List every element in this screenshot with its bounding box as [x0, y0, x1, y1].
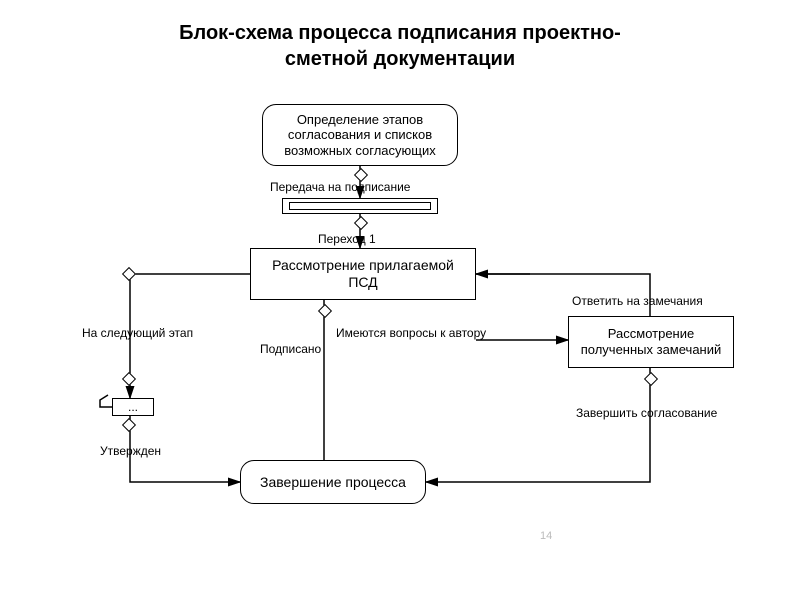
label-signed: Подписано: [260, 342, 321, 356]
node-text: Рассмотрение полученных замечаний: [577, 326, 725, 357]
label-reply-remarks: Ответить на замечания: [572, 294, 703, 308]
node-text: Завершение процесса: [260, 474, 406, 491]
node-transfer-bar: [282, 198, 438, 214]
label-questions: Имеются вопросы к автору: [336, 326, 486, 340]
node-review-psd: Рассмотрение прилагаемой ПСД: [250, 248, 476, 300]
label-approved: Утвержден: [100, 444, 161, 458]
node-review-remarks: Рассмотрение полученных замечаний: [568, 316, 734, 368]
node-text: Рассмотрение прилагаемой ПСД: [259, 257, 467, 291]
node-define-stages: Определение этапов согласования и списко…: [262, 104, 458, 166]
flowchart-canvas: Определение этапов согласования и списко…: [0, 0, 800, 600]
node-text: ...: [128, 400, 138, 414]
label-finish-approval: Завершить согласование: [576, 406, 717, 420]
label-next-stage: На следующий этап: [82, 326, 193, 340]
node-text: Определение этапов согласования и списко…: [271, 112, 449, 159]
page-number: 14: [540, 530, 552, 542]
label-transition1: Переход 1: [318, 232, 376, 246]
node-finish: Завершение процесса: [240, 460, 426, 504]
label-transfer: Передача на подписание: [270, 180, 410, 194]
node-ellipsis: ...: [112, 398, 154, 416]
